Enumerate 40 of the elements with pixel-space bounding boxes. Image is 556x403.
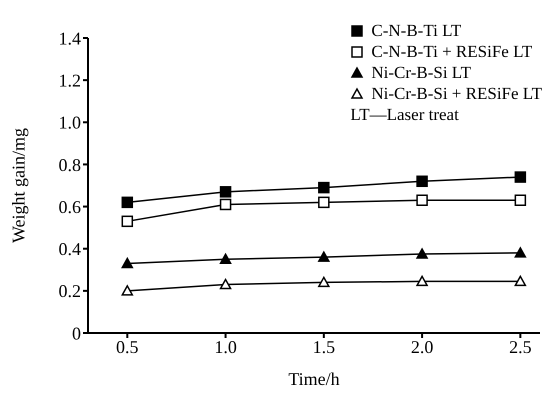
point: [220, 254, 232, 264]
point: [514, 247, 526, 258]
x-tick-label: 2.5: [509, 336, 532, 357]
y-tick-label: 0.6: [58, 196, 81, 217]
point: [514, 171, 526, 183]
point: [416, 176, 428, 188]
y-tick-label: 1.2: [58, 70, 81, 91]
y-axis-title: Weight gain/mg: [8, 128, 28, 244]
legend-label: Ni-Cr-B-Si + RESiFe LT: [371, 83, 542, 104]
y-tick-label: 0.2: [58, 281, 81, 302]
point: [122, 216, 134, 228]
point: [220, 186, 232, 198]
y-tick-label: 0: [72, 323, 81, 344]
x-tick-label: 2.0: [410, 336, 434, 357]
point: [318, 182, 330, 194]
x-tick-label: 0.5: [116, 336, 139, 357]
point: [514, 276, 526, 286]
point: [220, 278, 232, 290]
x-axis-title: Time/h: [288, 369, 340, 389]
point: [416, 194, 428, 206]
x-tick-label: 1.5: [312, 336, 336, 357]
legend-label: C-N-B-Ti LT: [371, 20, 462, 41]
point: [122, 285, 134, 296]
legend-label: C-N-B-Ti + RESiFe LT: [371, 41, 532, 62]
y-tick-label: 0.4: [58, 239, 81, 260]
point: [318, 276, 330, 288]
point: [416, 276, 428, 286]
y-tick-label: 0.8: [58, 154, 81, 175]
point: [122, 196, 134, 208]
x-tick-label: 1.0: [214, 336, 237, 357]
annotation: LT—Laser treat: [350, 104, 460, 125]
y-tick-label: 1.4: [58, 28, 81, 48]
point: [220, 198, 232, 210]
legend-label: Ni-Cr-B-Si LT: [371, 62, 472, 83]
point: [318, 251, 330, 262]
point: [318, 196, 330, 208]
y-tick-label: 1.0: [58, 112, 81, 133]
point: [514, 194, 526, 206]
point: [416, 248, 428, 259]
point: [122, 258, 134, 268]
